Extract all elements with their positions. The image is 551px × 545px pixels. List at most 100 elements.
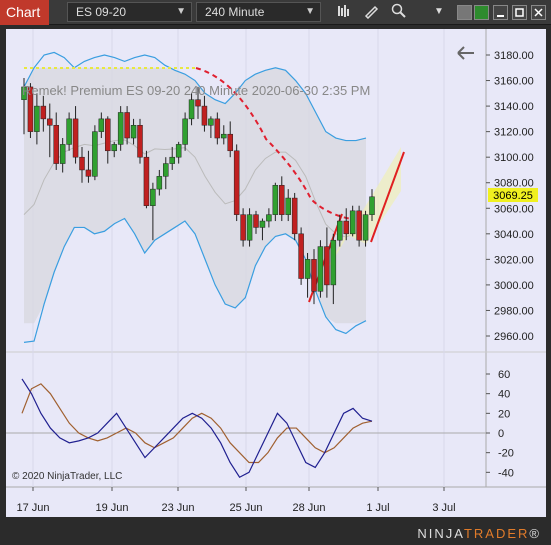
ninjatrader-logo: NINJATRADER®	[417, 526, 541, 541]
candle[interactable]	[72, 106, 79, 164]
osc-axis-label: -40	[498, 467, 514, 479]
candle[interactable]	[343, 208, 349, 241]
gray-color-button[interactable]	[457, 5, 472, 20]
candle[interactable]	[92, 125, 98, 181]
price-chart[interactable]: 3180.00 3160.00 3140.00 3120.00 3100.00 3080.…	[6, 29, 546, 517]
candle[interactable]	[53, 112, 59, 170]
candle[interactable]	[227, 121, 233, 158]
osc-axis-label: -20	[498, 448, 514, 460]
candle[interactable]	[59, 138, 66, 173]
close-button[interactable]	[531, 5, 546, 20]
toolbar: Chart ES 09-20 ▼ 240 Minute ▼ ▼	[0, 0, 551, 25]
target-line	[370, 151, 405, 243]
candle[interactable]	[175, 141, 182, 164]
osc-axis-label: 40	[498, 389, 510, 401]
candle[interactable]	[27, 83, 34, 139]
candle[interactable]	[150, 182, 156, 241]
candle[interactable]	[349, 205, 356, 237]
candle[interactable]	[105, 116, 111, 164]
date-axis-label: 25 Jun	[229, 502, 262, 514]
candle[interactable]	[285, 189, 291, 222]
candle[interactable]	[279, 176, 285, 222]
price-axis-label: 3060.00	[494, 203, 534, 215]
oscillator-blue-line	[21, 378, 373, 479]
date-axis-label: 23 Jun	[161, 502, 194, 514]
candle[interactable]	[240, 208, 246, 247]
price-axis-label: 3180.00	[494, 50, 534, 62]
current-price-label: 3069.25	[493, 190, 533, 202]
bar-type-icon[interactable]	[335, 3, 353, 21]
candle[interactable]	[324, 227, 330, 298]
candle[interactable]	[233, 144, 240, 222]
candle[interactable]	[117, 106, 124, 151]
candle[interactable]	[246, 208, 253, 247]
chevron-down-icon: ▼	[176, 6, 186, 17]
candle[interactable]	[47, 103, 53, 158]
candle[interactable]	[79, 146, 85, 183]
candle[interactable]	[298, 227, 304, 285]
price-axis-label: 3020.00	[494, 254, 534, 266]
candle[interactable]	[111, 141, 117, 158]
pencil-icon[interactable]	[362, 3, 380, 21]
date-axis-label: 19 Jun	[95, 502, 128, 514]
back-arrow-icon[interactable]	[457, 46, 474, 60]
candle[interactable]	[259, 218, 266, 241]
candle[interactable]	[330, 233, 337, 305]
candle[interactable]	[34, 93, 40, 145]
candle[interactable]	[169, 146, 175, 170]
candle[interactable]	[188, 93, 195, 126]
candle[interactable]	[369, 189, 375, 222]
candle[interactable]	[130, 118, 137, 145]
instrument-label: ES 09-20	[76, 5, 127, 19]
candle[interactable]	[201, 95, 208, 132]
candle[interactable]	[124, 106, 130, 145]
candle[interactable]	[40, 95, 47, 132]
zoom-icon[interactable]	[390, 3, 408, 21]
chevron-down-icon: ▼	[305, 6, 315, 17]
candle[interactable]	[362, 210, 369, 247]
candle[interactable]	[66, 112, 72, 151]
price-axis-label: 2980.00	[494, 305, 534, 317]
date-axis-label: 3 Jul	[432, 502, 455, 514]
candle[interactable]	[253, 210, 259, 234]
candle[interactable]	[137, 118, 143, 164]
chart-area[interactable]: 3180.00 3160.00 3140.00 3120.00 3100.00 3080.…	[6, 29, 546, 517]
candle[interactable]	[272, 182, 279, 222]
price-axis-label: 2960.00	[494, 331, 534, 343]
dropdown-icon[interactable]: ▼	[434, 6, 444, 17]
price-axis-label: 3100.00	[494, 152, 534, 164]
candle[interactable]	[337, 214, 343, 247]
candle[interactable]	[311, 249, 317, 305]
interval-label: 240 Minute	[205, 5, 265, 19]
minimize-button[interactable]	[493, 5, 508, 20]
candle[interactable]	[214, 112, 221, 145]
price-axis-label: 3000.00	[494, 280, 534, 292]
interval-selector[interactable]: 240 Minute ▼	[196, 2, 321, 22]
candle[interactable]	[221, 125, 227, 145]
candle[interactable]	[156, 169, 163, 196]
osc-axis-label: 60	[498, 369, 510, 381]
instrument-selector[interactable]: ES 09-20 ▼	[67, 2, 192, 22]
maximize-button[interactable]	[512, 5, 527, 20]
footer: NINJATRADER®	[0, 520, 551, 545]
candle[interactable]	[85, 150, 92, 183]
candle[interactable]	[266, 208, 272, 228]
candle[interactable]	[304, 252, 311, 298]
candle[interactable]	[163, 157, 169, 190]
price-axis-label: 3120.00	[494, 127, 534, 139]
candle[interactable]	[356, 205, 362, 247]
candle[interactable]	[291, 192, 298, 241]
price-axis-label: 3160.00	[494, 76, 534, 88]
candle[interactable]	[317, 240, 324, 298]
candle[interactable]	[143, 150, 150, 209]
chart-tab[interactable]: Chart	[0, 0, 49, 25]
osc-axis-label: 0	[498, 428, 504, 440]
green-color-button[interactable]	[474, 5, 489, 20]
candle[interactable]	[182, 112, 188, 151]
price-axis-label: 3080.00	[494, 178, 534, 190]
candle[interactable]	[208, 116, 214, 139]
current-price-badge	[488, 188, 538, 202]
candle[interactable]	[21, 77, 27, 135]
candle[interactable]	[195, 86, 201, 119]
candle[interactable]	[98, 112, 105, 139]
